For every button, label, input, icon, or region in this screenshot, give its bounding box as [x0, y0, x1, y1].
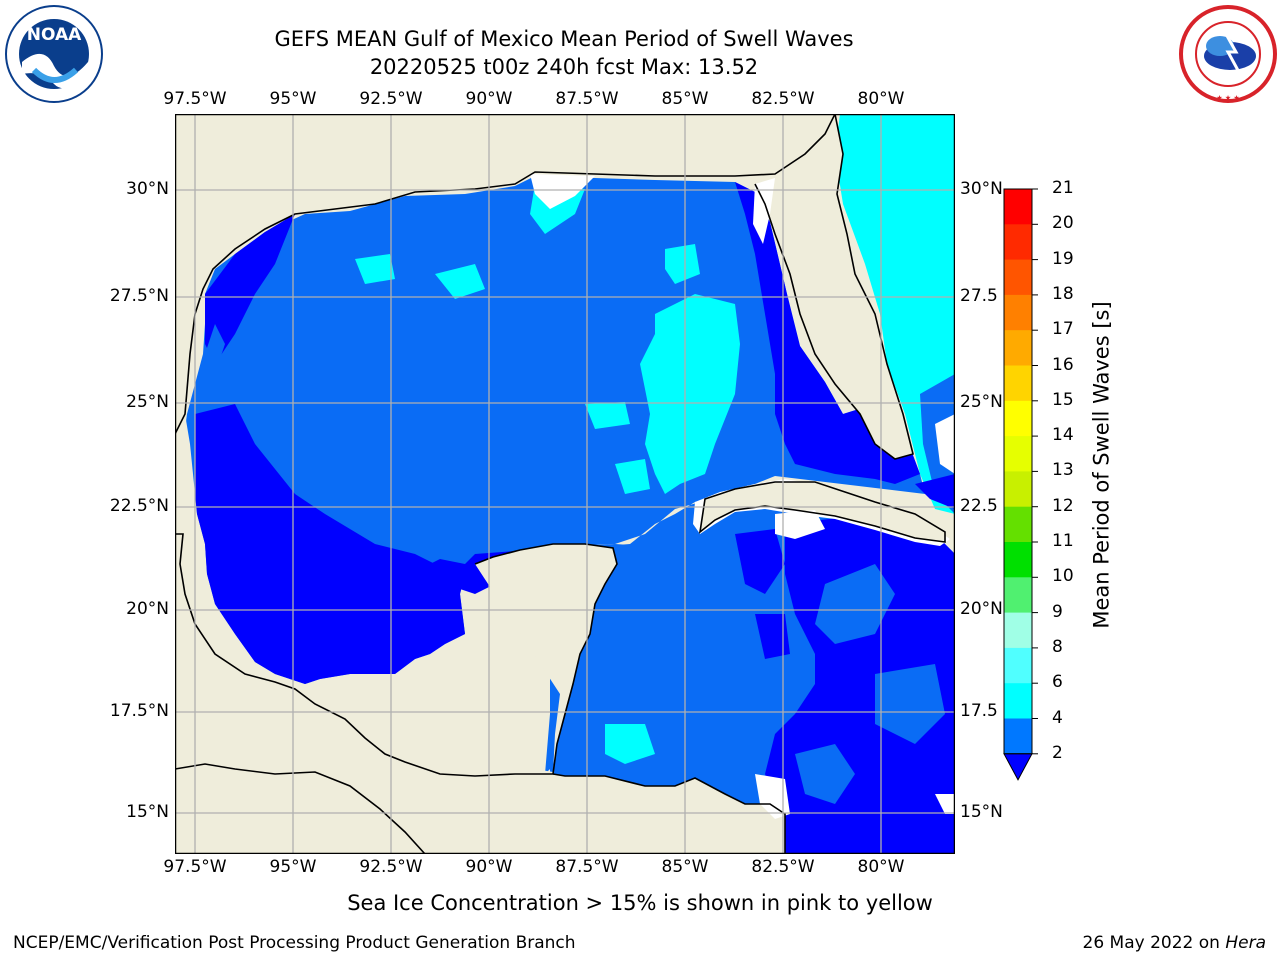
colorbar-segment — [1004, 647, 1032, 684]
colorbar-segment — [1004, 683, 1032, 719]
colorbar-segment — [1004, 259, 1032, 296]
colorbar-label: 20 — [1052, 213, 1074, 234]
lat-tick-left: 27.5°N — [109, 286, 169, 306]
colorbar-segment — [1004, 400, 1032, 437]
colorbar-label: 19 — [1052, 248, 1074, 269]
lat-tick-left: 25°N — [126, 392, 169, 412]
lat-tick-right: 17.5 — [960, 701, 998, 721]
lat-tick-left: 22.5°N — [109, 496, 169, 516]
lon-tick-top: 80°W — [857, 89, 905, 109]
colorbar-label: 6 — [1052, 672, 1063, 693]
lon-tick-bottom: 95°W — [269, 857, 317, 877]
lon-tick-bottom: 97.5°W — [163, 857, 227, 877]
colorbar-segment — [1004, 577, 1032, 614]
colorbar-segment — [1004, 294, 1032, 331]
lat-tick-left: 17.5°N — [109, 701, 169, 721]
lon-tick-bottom: 90°W — [465, 857, 513, 877]
lon-tick-top: 90°W — [465, 89, 513, 109]
colorbar-label: 11 — [1052, 531, 1074, 551]
colorbar-segment — [1004, 542, 1032, 578]
lon-tick-top: 97.5°W — [163, 89, 227, 109]
lat-tick-left: 30°N — [126, 179, 169, 199]
colorbar — [996, 180, 1056, 790]
lat-tick-right: 30°N — [960, 179, 1003, 199]
nws-logo: ★ ★ ★ — [1178, 4, 1278, 104]
colorbar-title: Mean Period of Swell Waves [s] — [1090, 301, 1115, 629]
lon-tick-bottom: 85°W — [661, 857, 709, 877]
lon-tick-top: 85°W — [661, 89, 709, 109]
lat-tick-left: 15°N — [126, 802, 169, 822]
lat-tick-left: 20°N — [126, 599, 169, 619]
sea-ice-caption: Sea Ice Concentration > 15% is shown in … — [347, 891, 933, 915]
colorbar-segment — [1004, 365, 1032, 402]
colorbar-segment — [1004, 189, 1032, 225]
colorbar-segment — [1004, 436, 1032, 472]
colorbar-label: 17 — [1052, 319, 1074, 340]
lat-tick-right: 27.5 — [960, 286, 998, 306]
lon-tick-bottom: 87.5°W — [555, 857, 619, 877]
colorbar-extend-triangle — [1003, 753, 1033, 781]
colorbar-label: 13 — [1052, 460, 1074, 481]
colorbar-segment — [1004, 612, 1032, 649]
florida-land — [755, 114, 913, 459]
colorbar-label: 15 — [1052, 389, 1074, 410]
footer-date-text: 26 May 2022 on — [1082, 933, 1226, 953]
colorbar-label: 14 — [1052, 425, 1074, 446]
lon-tick-top: 82.5°W — [751, 89, 815, 109]
map-panel — [174, 113, 956, 855]
svg-text:NOAA: NOAA — [27, 25, 82, 45]
lat-tick-right: 22.5 — [960, 496, 998, 516]
lat-tick-right: 15°N — [960, 802, 1003, 822]
us-gulf-coast-land — [175, 114, 835, 434]
colorbar-label: 18 — [1052, 283, 1074, 304]
colorbar-segment — [1004, 471, 1032, 508]
colorbar-segment — [1004, 330, 1032, 366]
central-gulf-cyan — [640, 294, 740, 494]
colorbar-segment — [1004, 224, 1032, 261]
colorbar-label: 10 — [1052, 566, 1074, 587]
lon-tick-top: 95°W — [269, 89, 317, 109]
lat-tick-right: 25°N — [960, 392, 1003, 412]
lon-tick-bottom: 92.5°W — [359, 857, 423, 877]
colorbar-label: 16 — [1052, 354, 1074, 375]
map-svg — [174, 113, 956, 855]
colorbar-segment — [1004, 718, 1032, 755]
map-subtitle: 20220525 t00z 240h fcst Max: 13.52 — [369, 55, 759, 79]
lon-tick-bottom: 80°W — [857, 857, 905, 877]
colorbar-label: 4 — [1052, 707, 1063, 728]
lon-tick-top: 92.5°W — [359, 89, 423, 109]
lat-tick-right: 20°N — [960, 599, 1003, 619]
map-title: GEFS MEAN Gulf of Mexico Mean Period of … — [274, 27, 854, 51]
graticule — [175, 114, 955, 854]
western-gulf-deep — [195, 404, 465, 684]
colorbar-label: 9 — [1052, 601, 1063, 622]
gulf-mean-region — [183, 176, 955, 854]
colorbar-svg — [1003, 188, 1038, 781]
noaa-logo: NOAA — [4, 4, 104, 104]
footer-date: 26 May 2022 on Hera — [1083, 933, 1267, 953]
coastlines — [175, 114, 946, 854]
colorbar-segment — [1004, 506, 1032, 543]
footer-machine: Hera — [1225, 933, 1266, 953]
map-frame — [174, 113, 956, 855]
svg-text:★ ★ ★: ★ ★ ★ — [1216, 94, 1239, 102]
lon-tick-top: 87.5°W — [555, 89, 619, 109]
colorbar-label: 21 — [1052, 178, 1074, 198]
colorbar-label: 8 — [1052, 636, 1063, 657]
lon-tick-bottom: 82.5°W — [751, 857, 815, 877]
colorbar-label: 2 — [1052, 742, 1063, 763]
footer-branch: NCEP/EMC/Verification Post Processing Pr… — [13, 933, 576, 953]
colorbar-label: 12 — [1052, 495, 1074, 516]
